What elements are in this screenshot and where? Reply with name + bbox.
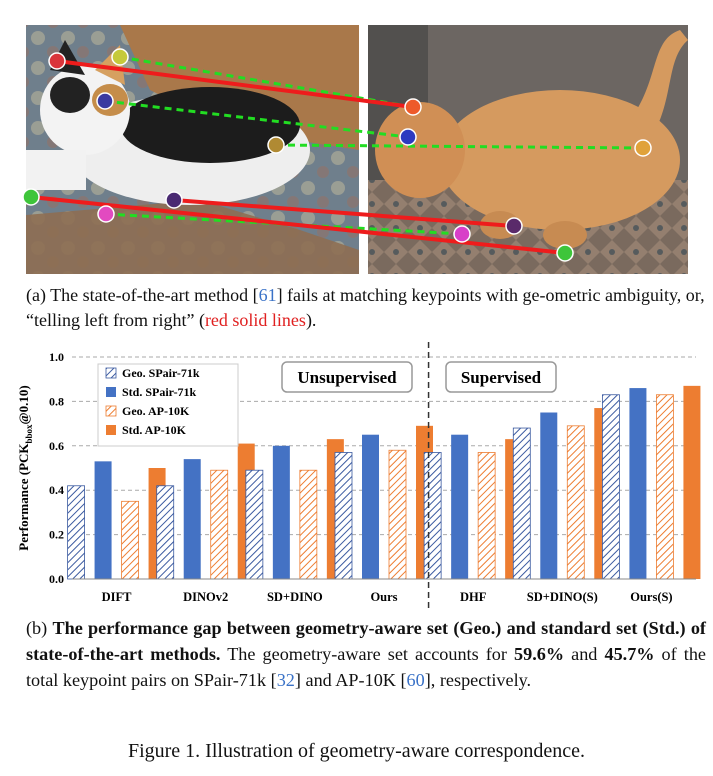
caption-b-bold: The performance gap between geometry-awa… [26, 618, 706, 664]
caption-b: (b) The performance gap between geometry… [26, 615, 706, 693]
caption-b-t5: ], respectively. [424, 670, 532, 690]
bar [272, 445, 290, 579]
bar [602, 394, 620, 580]
y-tick-label: 0.6 [49, 439, 64, 453]
bar [477, 452, 496, 580]
x-tick-label: DHF [460, 590, 487, 604]
bar [156, 485, 175, 580]
y-tick-label: 1.0 [49, 350, 64, 364]
group-label: Unsupervised [297, 368, 397, 387]
bar [299, 469, 318, 580]
x-tick-label: Ours(S) [630, 590, 672, 604]
legend-swatch [105, 367, 117, 379]
chart-legend: Geo. SPair-71k Std. SPair-71k Geo. AP-10K S… [97, 363, 239, 447]
caption-b-t4: ] and AP-10K [ [294, 670, 407, 690]
legend-box [97, 363, 239, 447]
group-label-box [281, 361, 413, 393]
bar [540, 412, 558, 579]
caption-a-red-text: red solid lines [204, 310, 306, 330]
performance-bar-chart: 0.0 0.2 0.4 0.6 0.8 1.0 DIFT DINOv2 SD+DINO Ours… [16, 342, 701, 609]
keypoint-matching-photos [22, 25, 688, 274]
y-tick-label: 0.0 [49, 572, 64, 586]
bar [423, 452, 442, 580]
caption-b-t2: and [564, 644, 605, 664]
bar [210, 469, 229, 580]
y-axis-label: Performance (PCKbbox@0.10) [16, 385, 34, 550]
bar [629, 388, 647, 579]
caption-b-pct2: 45.7% [604, 644, 655, 664]
bar [94, 461, 112, 579]
figure-caption: Figure 1. Illustration of geometry-aware… [127, 740, 586, 762]
legend-swatch [106, 425, 116, 435]
bar [451, 434, 469, 579]
legend-label: Std. AP-10K [122, 423, 187, 437]
caption-b-prefix: (b) [26, 618, 53, 638]
x-axis-labels: DIFT DINOv2 SD+DINO Ours DHF SD+DINO(S) Ours(S… [102, 590, 673, 604]
group-labels: Unsupervised Supervised [281, 361, 557, 393]
caption-b-t3: of the total keypoint pairs on SPair-71k… [26, 644, 707, 690]
y-axis-ticks: 0.0 0.2 0.4 0.6 0.8 1.0 [49, 350, 64, 586]
bar [683, 385, 701, 579]
bar [656, 394, 674, 580]
bar [67, 485, 85, 580]
legend-swatch [106, 387, 116, 397]
caption-b-cite1[interactable]: 32 [276, 670, 295, 690]
caption-b-pct1: 59.6% [514, 644, 565, 664]
wrong-matches [30, 59, 566, 255]
y-tick-label: 0.4 [49, 483, 64, 497]
y-tick-label: 0.8 [49, 394, 64, 408]
group-label: Supervised [461, 368, 542, 387]
bar [334, 452, 353, 580]
x-tick-label: Ours [370, 590, 397, 604]
correct-matches [104, 55, 644, 236]
caption-b-cite2[interactable]: 60 [406, 670, 425, 690]
bar [245, 469, 264, 580]
caption-b-t1: The geometry-aware set accounts for [220, 644, 515, 664]
bar [566, 425, 585, 580]
bar [512, 427, 531, 580]
bar [388, 449, 407, 580]
caption-a-suffix: ). [305, 310, 317, 330]
x-tick-label: SD+DINO [267, 590, 323, 604]
group-label-box [445, 361, 557, 393]
legend-label: Geo. SPair-71k [122, 366, 200, 380]
caption-a: (a) The state-of-the-art method [61] fai… [26, 283, 706, 333]
keypoints [22, 48, 652, 262]
y-tick-label: 0.2 [49, 528, 64, 542]
caption-a-middle: ] fails at matching keypoints with ge-om… [26, 285, 705, 330]
chart-gridlines [72, 356, 696, 536]
bar [121, 500, 139, 580]
bar [183, 459, 201, 579]
caption-a-citation[interactable]: 61 [258, 285, 277, 305]
x-tick-label: SD+DINO(S) [527, 590, 598, 604]
legend-label: Std. SPair-71k [122, 385, 197, 399]
legend-label: Geo. AP-10K [122, 404, 190, 418]
legend-swatch [105, 405, 117, 417]
caption-a-prefix: (a) The state-of-the-art method [ [26, 285, 259, 305]
bar [362, 434, 379, 579]
x-tick-label: DIFT [102, 590, 133, 604]
x-tick-label: DINOv2 [183, 590, 228, 604]
